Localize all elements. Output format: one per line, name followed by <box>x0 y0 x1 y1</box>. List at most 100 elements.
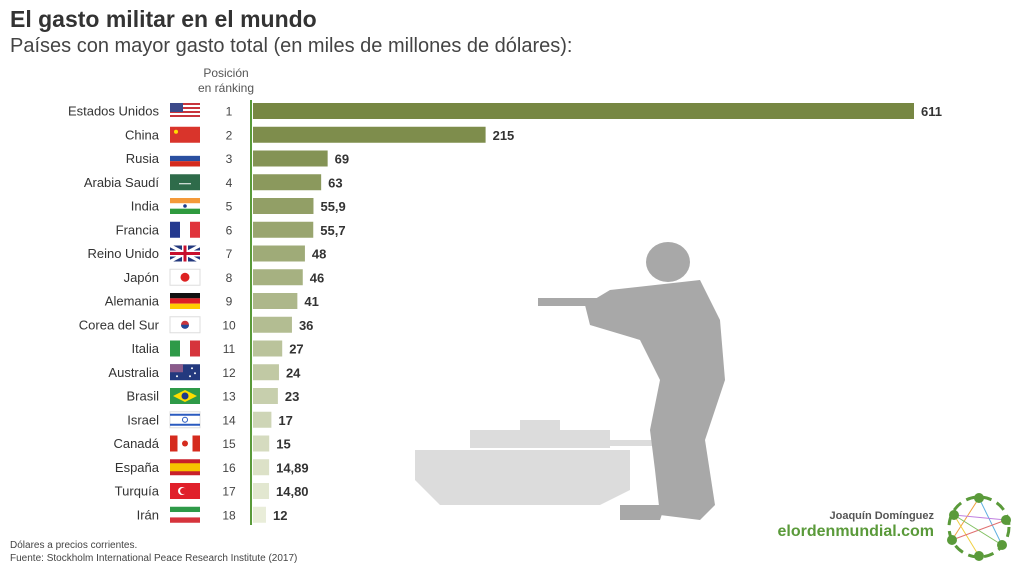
chart-row: Irán 18 12 <box>137 506 287 523</box>
rank-label: 10 <box>222 318 236 332</box>
israel-flag-icon <box>169 411 201 429</box>
chart-subtitle: Países con mayor gasto total (en miles d… <box>10 35 573 57</box>
value-label: 27 <box>289 342 303 357</box>
bar <box>253 221 314 238</box>
chart-row: Corea del Sur 10 36 <box>79 316 313 334</box>
spain-flag-icon <box>170 459 200 476</box>
rank-label: 5 <box>226 200 233 214</box>
rank-label: 18 <box>222 508 236 522</box>
website[interactable]: elordenmundial.com <box>777 523 934 540</box>
value-label: 46 <box>310 270 324 285</box>
rank-label: 7 <box>226 247 233 261</box>
bar <box>253 245 305 262</box>
country-label: Rusia <box>126 151 160 166</box>
footnote: Dólares a precios corrientes. <box>10 540 138 551</box>
rank-header-line2: en ránking <box>197 81 255 95</box>
author: Joaquín Domínguez <box>829 510 935 522</box>
country-label: Arabia Saudí <box>84 175 160 190</box>
chart-row: Estados Unidos 1 611 <box>68 103 942 119</box>
value-label: 36 <box>299 318 313 333</box>
country-label: China <box>125 127 160 142</box>
south-korea-flag-icon <box>169 316 201 334</box>
italy-flag-icon <box>170 340 200 357</box>
value-label: 14,80 <box>276 484 309 499</box>
value-label: 611 <box>921 104 942 119</box>
india-flag-icon <box>170 198 200 214</box>
value-label: 55,9 <box>320 199 345 214</box>
country-label: Francia <box>116 222 160 237</box>
country-label: Reino Unido <box>87 246 159 261</box>
country-label: Japón <box>124 270 159 285</box>
bar <box>253 340 283 357</box>
value-label: 41 <box>304 294 318 309</box>
rank-label: 11 <box>223 342 236 356</box>
australia-flag-icon <box>170 364 200 381</box>
value-label: 215 <box>493 128 515 143</box>
bar <box>253 293 298 309</box>
chart-row: Canadá 15 15 <box>113 435 291 452</box>
country-label: Corea del Sur <box>79 317 160 332</box>
chart-row: Italia 11 27 <box>132 340 304 357</box>
rank-label: 16 <box>222 461 236 475</box>
rank-header: Posición en ránking <box>196 66 256 96</box>
chart-row: China 2 215 <box>125 126 515 143</box>
chart-row: Japón 8 46 <box>124 268 324 286</box>
value-label: 55,7 <box>320 223 345 238</box>
saudi-arabia-flag-icon <box>170 174 200 191</box>
rank-label: 13 <box>222 390 236 404</box>
country-label: Australia <box>108 365 159 380</box>
bar <box>253 459 270 476</box>
rank-label: 8 <box>226 271 233 285</box>
country-label: Turquía <box>115 484 160 499</box>
soldier-tank-illustration <box>415 242 725 520</box>
chart-row: Israel 14 17 <box>127 411 293 429</box>
rank-header-line1: Posición <box>203 66 249 80</box>
bar <box>253 198 314 214</box>
rank-label: 3 <box>226 152 233 166</box>
bar <box>253 388 278 404</box>
rank-label: 4 <box>226 176 233 190</box>
bar <box>253 506 266 523</box>
chart-row: Reino Unido 7 48 <box>87 244 326 263</box>
country-label: Canadá <box>113 436 159 451</box>
russia-flag-icon <box>170 150 200 167</box>
value-label: 15 <box>276 437 290 452</box>
rank-label: 1 <box>226 105 233 119</box>
canada-flag-icon <box>170 435 200 452</box>
france-flag-icon <box>170 221 200 238</box>
turkey-flag-icon <box>170 483 200 499</box>
chart-row: Brasil 13 23 <box>126 388 299 404</box>
rank-label: 9 <box>226 295 233 309</box>
value-label: 48 <box>312 247 326 262</box>
bar <box>253 150 328 167</box>
rank-label: 14 <box>222 413 236 427</box>
country-label: India <box>131 199 160 214</box>
value-label: 12 <box>273 508 287 523</box>
brazil-flag-icon <box>170 388 200 404</box>
bar <box>253 483 270 499</box>
bar <box>253 435 270 452</box>
rank-label: 17 <box>222 485 236 499</box>
bar <box>253 174 322 191</box>
rank-label: 6 <box>226 223 233 237</box>
bar <box>253 411 272 428</box>
china-flag-icon <box>170 126 200 143</box>
chart-row: Arabia Saudí 4 63 <box>84 174 343 191</box>
chart-row: España 16 14,89 <box>115 459 309 476</box>
rank-label: 2 <box>226 128 233 142</box>
country-label: Irán <box>137 507 159 522</box>
chart-row: Turquía 17 14,80 <box>115 483 309 499</box>
value-label: 17 <box>278 413 292 428</box>
uk-flag-icon <box>169 244 201 263</box>
country-label: Brasil <box>126 389 159 404</box>
germany-flag-icon <box>170 293 200 309</box>
chart-row: Alemania 9 41 <box>105 293 319 309</box>
country-label: España <box>115 460 160 475</box>
bar <box>253 316 292 333</box>
country-label: Estados Unidos <box>68 104 160 119</box>
chart-title: El gasto militar en el mundo <box>10 6 317 32</box>
value-label: 63 <box>328 175 342 190</box>
value-label: 24 <box>286 365 301 380</box>
